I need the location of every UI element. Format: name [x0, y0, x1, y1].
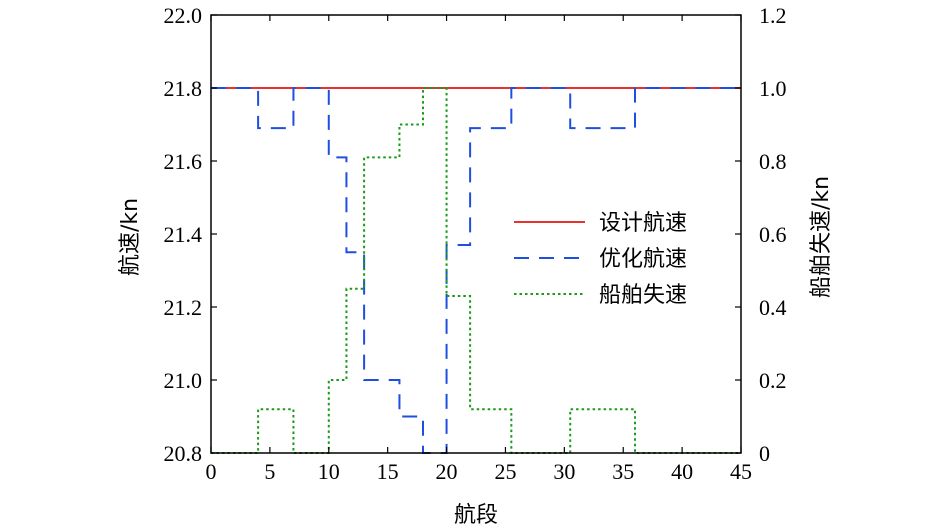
- y-right-tick-label: 1.0: [759, 76, 787, 101]
- y-left-tick-label: 21.2: [164, 295, 203, 320]
- y-right-tick-label: 0.8: [759, 149, 787, 174]
- x-tick-label: 10: [318, 459, 340, 484]
- x-axis-title: 航段: [454, 503, 498, 528]
- x-tick-label: 0: [206, 459, 217, 484]
- series-line-2: [211, 87, 741, 454]
- y-left-tick-label: 20.8: [164, 441, 203, 466]
- y-right-tick-label: 0: [759, 441, 770, 466]
- legend-label-2: 优化航速: [599, 247, 687, 272]
- legend-label-1: 设计航速: [599, 211, 687, 236]
- x-tick-label: 5: [264, 459, 275, 484]
- axes-layer: 0 5 10 15 20 25 30 35 40 45 20.8 21.0 21.2 21.4 21.6 21…: [164, 3, 787, 484]
- y-left-axis-title: 航速/kn: [118, 198, 143, 276]
- x-tick-label: 35: [612, 459, 634, 484]
- y-left-tick-label: 22.0: [164, 3, 203, 28]
- legend-label-3: 船舶失速: [599, 283, 687, 308]
- x-tick-label: 45: [730, 459, 752, 484]
- y-right-axis-title: 船舶失速/kn: [809, 176, 834, 298]
- y-right-tick-label: 0.4: [759, 295, 787, 320]
- y-right-tick-label: 0.6: [759, 222, 787, 247]
- x-tick-label: 40: [671, 459, 693, 484]
- x-tick-label: 25: [494, 459, 516, 484]
- y-left-tick-label: 21.0: [164, 368, 203, 393]
- x-tick-label: 20: [436, 459, 458, 484]
- y-right-tick-label: 1.2: [759, 3, 787, 28]
- y-left-tick-label: 21.6: [164, 149, 203, 174]
- y-left-tick-label: 21.4: [164, 222, 203, 247]
- y-right-tick-label: 0.2: [759, 368, 787, 393]
- x-tick-label: 15: [377, 459, 399, 484]
- x-tick-label: 30: [553, 459, 575, 484]
- y-left-tick-label: 21.8: [164, 76, 203, 101]
